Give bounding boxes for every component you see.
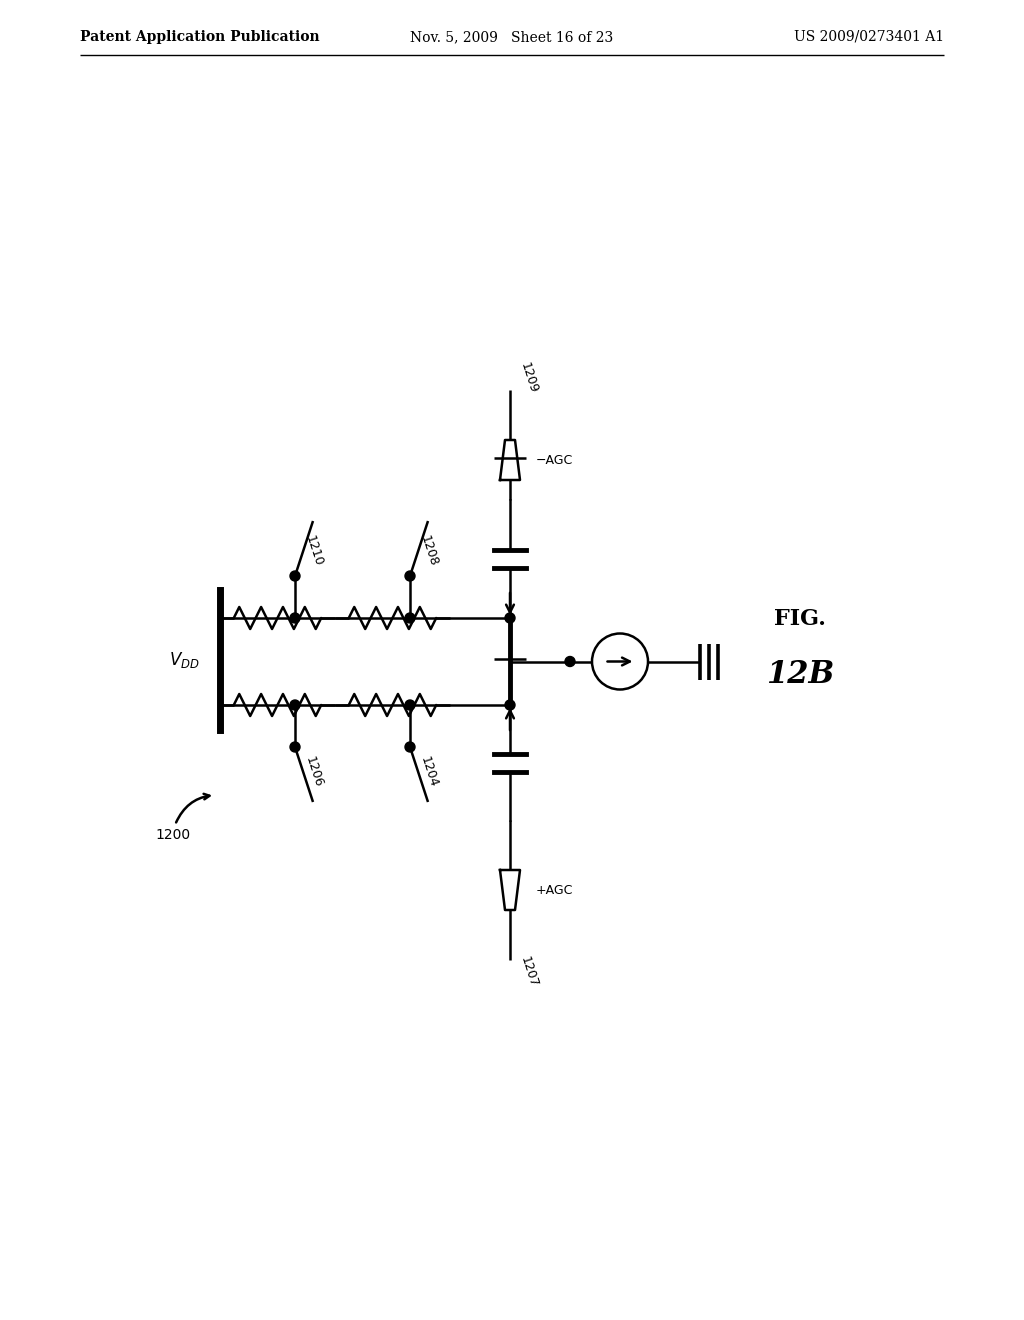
Text: FIG.: FIG. [774,609,826,630]
Circle shape [406,572,415,581]
Text: $V_{DD}$: $V_{DD}$ [169,649,200,671]
Circle shape [406,700,415,710]
Circle shape [290,572,300,581]
Text: 1210: 1210 [303,533,326,568]
Text: Nov. 5, 2009   Sheet 16 of 23: Nov. 5, 2009 Sheet 16 of 23 [411,30,613,44]
Circle shape [290,612,300,623]
Circle shape [406,742,415,752]
Text: −AGC: −AGC [536,454,573,466]
Text: Patent Application Publication: Patent Application Publication [80,30,319,44]
Circle shape [565,656,575,667]
Text: 12B: 12B [766,659,835,690]
Circle shape [406,612,415,623]
Circle shape [505,700,515,710]
Text: 1206: 1206 [303,755,326,789]
Circle shape [290,742,300,752]
Text: 1209: 1209 [518,360,540,395]
Text: US 2009/0273401 A1: US 2009/0273401 A1 [794,30,944,44]
Text: 1208: 1208 [418,533,440,568]
Circle shape [505,612,515,623]
Text: 1207: 1207 [518,954,541,989]
Text: 1204: 1204 [418,755,440,789]
Circle shape [290,700,300,710]
Text: 1200: 1200 [155,828,190,842]
Text: +AGC: +AGC [536,883,573,896]
